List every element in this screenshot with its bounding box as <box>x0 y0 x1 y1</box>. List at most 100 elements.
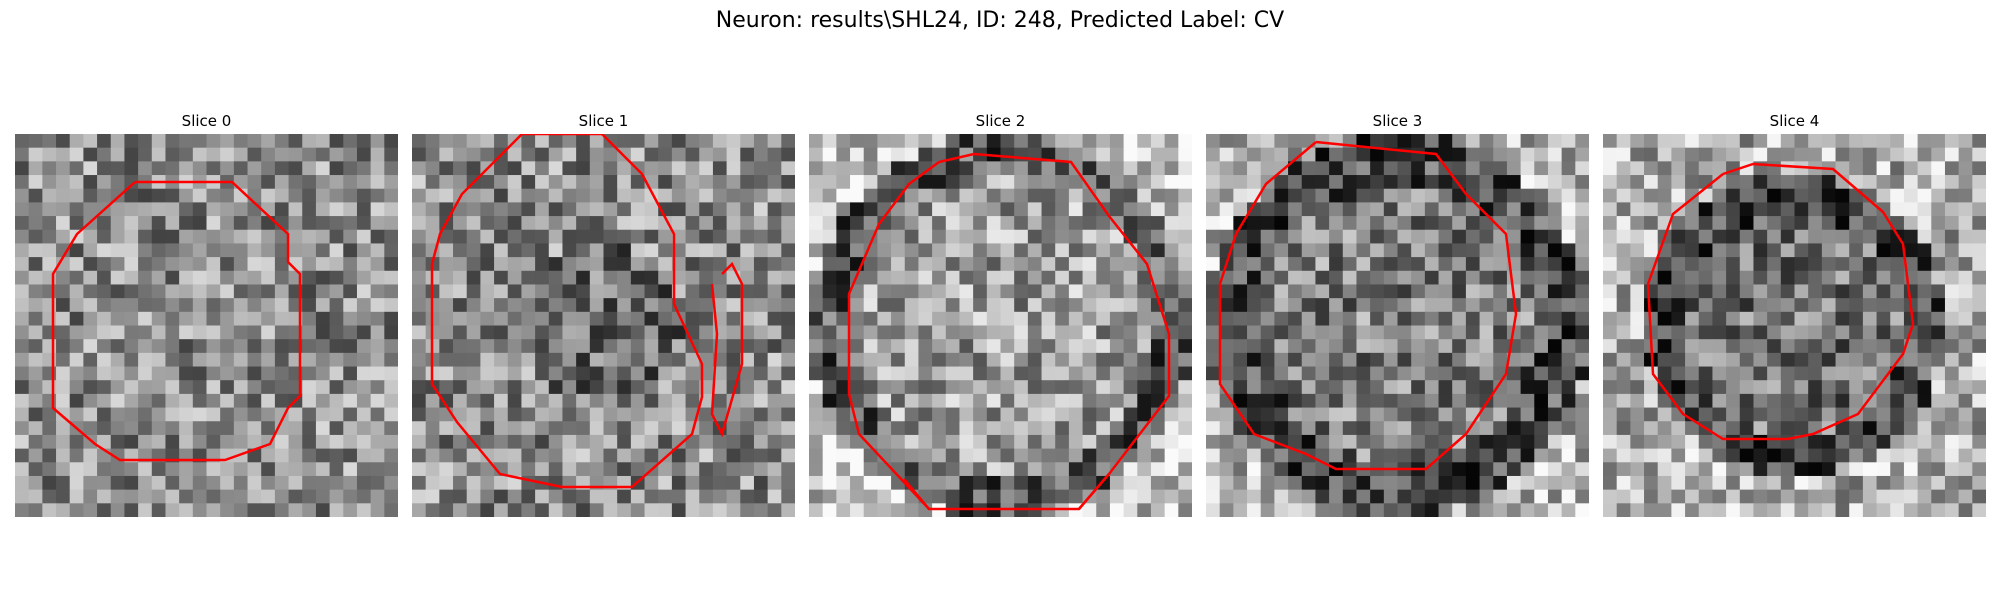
pixel-cell <box>1288 270 1303 286</box>
pixel-cell <box>247 380 262 395</box>
pixel-cell <box>1137 216 1152 231</box>
pixel-cell <box>891 352 906 368</box>
pixel-cell <box>329 134 344 149</box>
pixel-cell <box>1685 421 1700 436</box>
pixel-cell <box>1630 147 1645 162</box>
pixel-cell <box>1903 393 1919 409</box>
pixel-cell <box>1657 421 1672 436</box>
pixel-cell <box>1274 393 1289 409</box>
pixel-cell <box>247 134 262 149</box>
pixel-cell <box>589 434 605 450</box>
pixel-cell <box>1506 352 1522 368</box>
pixel-cell <box>1862 462 1878 477</box>
pixel-cell <box>302 284 317 299</box>
pixel-cell <box>959 188 974 203</box>
pixel-cell <box>1260 147 1275 162</box>
pixel-cell <box>206 134 221 149</box>
pixel-cell <box>480 298 495 313</box>
pixel-cell <box>973 448 988 463</box>
pixel-cell <box>1890 393 1905 409</box>
pixel-cell <box>1027 325 1043 340</box>
pixel-cell <box>1014 175 1029 190</box>
pixel-cell <box>1438 475 1453 491</box>
pixel-cell <box>1739 147 1755 162</box>
pixel-cell <box>959 202 974 217</box>
pixel-cell <box>1082 229 1097 245</box>
pixel-cell <box>1397 311 1412 327</box>
pixel-cell <box>1506 448 1522 463</box>
pixel-cell <box>1493 134 1508 149</box>
pixel-cell <box>809 448 824 463</box>
pixel-cell <box>822 229 837 245</box>
pixel-cell <box>699 407 714 422</box>
pixel-cell <box>110 434 126 450</box>
pixel-cell <box>247 188 262 203</box>
pixel-cell <box>439 188 454 203</box>
pixel-cell <box>891 489 906 504</box>
pixel-cell <box>1411 393 1426 409</box>
pixel-cell <box>28 462 43 477</box>
pixel-cell <box>1835 175 1850 190</box>
pixel-cell <box>480 147 495 162</box>
pixel-cell <box>1055 147 1070 162</box>
pixel-cell <box>535 161 550 176</box>
pixel-cell <box>1383 393 1399 409</box>
pixel-cell <box>1876 421 1891 436</box>
pixel-cell <box>1370 216 1385 231</box>
pixel-cell <box>1603 161 1618 176</box>
pixel-cell <box>1958 434 1973 450</box>
pixel-cell <box>1206 311 1221 327</box>
pixel-cell <box>1329 421 1344 436</box>
pixel-cell <box>1657 257 1672 272</box>
pixel-cell <box>1438 229 1453 245</box>
pixel-cell <box>589 134 605 149</box>
pixel-cell <box>233 407 249 422</box>
pixel-cell <box>1698 489 1714 504</box>
pixel-cell <box>1944 270 1960 286</box>
pixel-cell <box>1109 270 1125 286</box>
pixel-cell <box>179 243 194 258</box>
pixel-cell <box>356 462 372 477</box>
pixel-cell <box>1958 352 1973 368</box>
pixel-cell <box>1917 352 1932 368</box>
pixel-cell <box>1233 380 1248 395</box>
pixel-cell <box>658 489 673 504</box>
pixel-cell <box>1082 462 1097 477</box>
pixel-cell <box>863 188 878 203</box>
pixel-cell <box>576 188 591 203</box>
pixel-cell <box>165 298 180 313</box>
pixel-cell <box>712 229 728 245</box>
pixel-cell <box>1534 147 1549 162</box>
pixel-cell <box>1944 325 1960 340</box>
pixel-cell <box>781 175 795 190</box>
pixel-cell <box>1561 257 1576 272</box>
pixel-cell <box>110 229 126 245</box>
pixel-cell <box>1726 448 1741 463</box>
pixel-cell <box>1520 134 1535 149</box>
pixel-cell <box>740 462 755 477</box>
pixel-cell <box>685 393 700 409</box>
pixel-cell <box>494 475 509 491</box>
pixel-cell <box>124 339 139 354</box>
pixel-cell <box>1027 188 1043 203</box>
pixel-cell <box>220 489 235 504</box>
pixel-cell <box>1767 243 1782 258</box>
pixel-cell <box>1876 489 1891 504</box>
pixel-cell <box>1411 475 1426 491</box>
pixel-cell <box>986 311 1002 327</box>
pixel-cell <box>767 216 782 231</box>
pixel-cell <box>1233 134 1248 149</box>
pixel-cell <box>110 421 126 436</box>
pixel-cell <box>576 202 591 217</box>
pixel-cell <box>1288 421 1303 436</box>
pixel-cell <box>1096 489 1111 504</box>
pixel-cell <box>1315 188 1330 203</box>
pixel-cell <box>986 202 1002 217</box>
pixel-cell <box>247 421 262 436</box>
pixel-cell <box>1821 175 1837 190</box>
pixel-cell <box>535 134 550 149</box>
pixel-cell <box>1438 339 1453 354</box>
pixel-cell <box>1452 393 1467 409</box>
pixel-cell <box>1041 489 1056 504</box>
pixel-cell <box>206 380 221 395</box>
